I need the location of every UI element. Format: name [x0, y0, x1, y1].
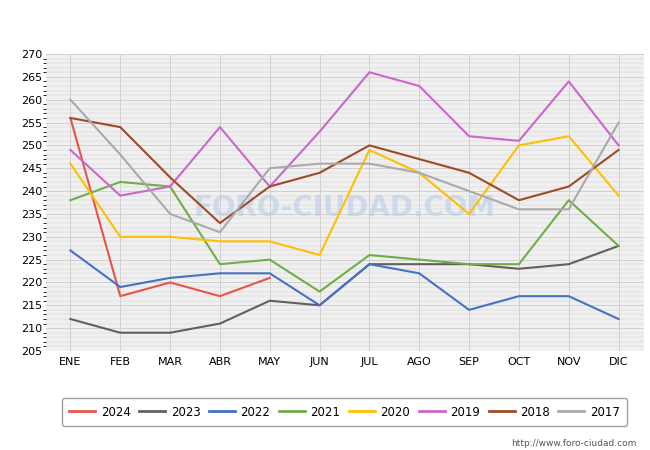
Text: FORO-CIUDAD.COM: FORO-CIUDAD.COM	[194, 194, 495, 222]
Text: Afiliados en Villanueva del Rey a 31/5/2024: Afiliados en Villanueva del Rey a 31/5/2…	[129, 14, 521, 32]
Text: http://www.foro-ciudad.com: http://www.foro-ciudad.com	[512, 439, 637, 448]
Legend: 2024, 2023, 2022, 2021, 2020, 2019, 2018, 2017: 2024, 2023, 2022, 2021, 2020, 2019, 2018…	[62, 399, 627, 426]
